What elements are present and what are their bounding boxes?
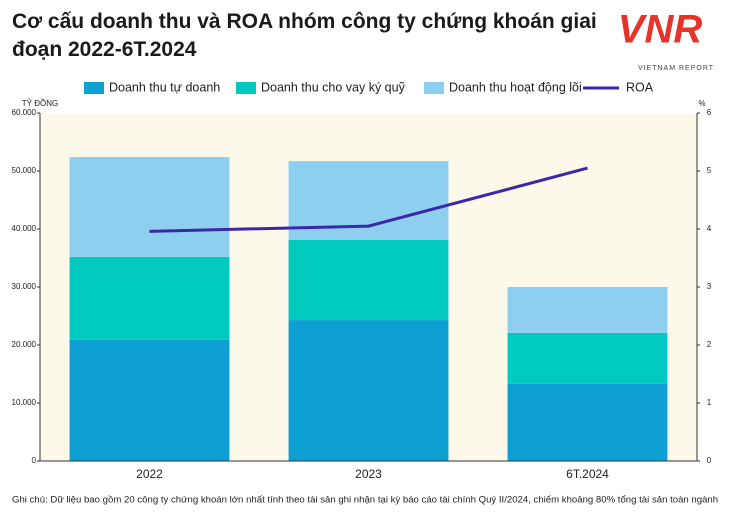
y2-tick-label: 4 [707,224,712,233]
x-tick-label: 2023 [355,467,382,481]
bar [69,256,230,340]
legend-label: ROA [626,80,654,94]
line [149,166,588,233]
bar [507,332,668,384]
y-tick-label: 50.000 [12,166,37,175]
y-tick-label: 20.000 [12,340,37,349]
y-axis-label: TỶ ĐỒNG [22,98,58,108]
y-tick-label: 40.000 [12,224,37,233]
y2-axis-label: % [698,99,705,108]
legend-label: Doanh thu tự doanh [109,80,220,94]
x-tick-label: 2022 [136,467,163,481]
legend-label: Doanh thu cho vay ký quỹ [261,80,406,94]
legend-label: Doanh thu hoạt động lõi [449,80,582,94]
bar [69,157,230,257]
y-tick-label: 30.000 [12,282,37,291]
y2-tick-label: 2 [707,340,712,349]
y-tick-label: 0 [32,456,37,465]
y2-tick-label: 5 [707,166,712,175]
x-tick-label: 6T.2024 [566,467,609,481]
bar [507,383,668,461]
y2-tick-label: 0 [707,456,712,465]
logo-caption: VIETNAM REPORT [638,65,714,72]
bar [288,240,449,321]
bar [507,287,668,333]
y2-tick-label: 1 [707,398,712,407]
y2-tick-label: 6 [707,108,712,117]
y-tick-label: 60.000 [12,108,37,117]
legend-swatch [84,82,104,94]
y2-tick-label: 3 [707,282,712,291]
legend-swatch [236,82,256,94]
chart-title: Cơ cấu doanh thu và ROA nhóm công ty chứ… [12,10,597,61]
bar [69,339,230,461]
note: Ghi chú: Dữ liệu bao gồm 20 công ty chứn… [12,495,718,506]
legend-swatch [424,82,444,94]
logo: VNR [618,8,703,52]
y-tick-label: 10.000 [12,398,37,407]
bar [288,320,449,461]
